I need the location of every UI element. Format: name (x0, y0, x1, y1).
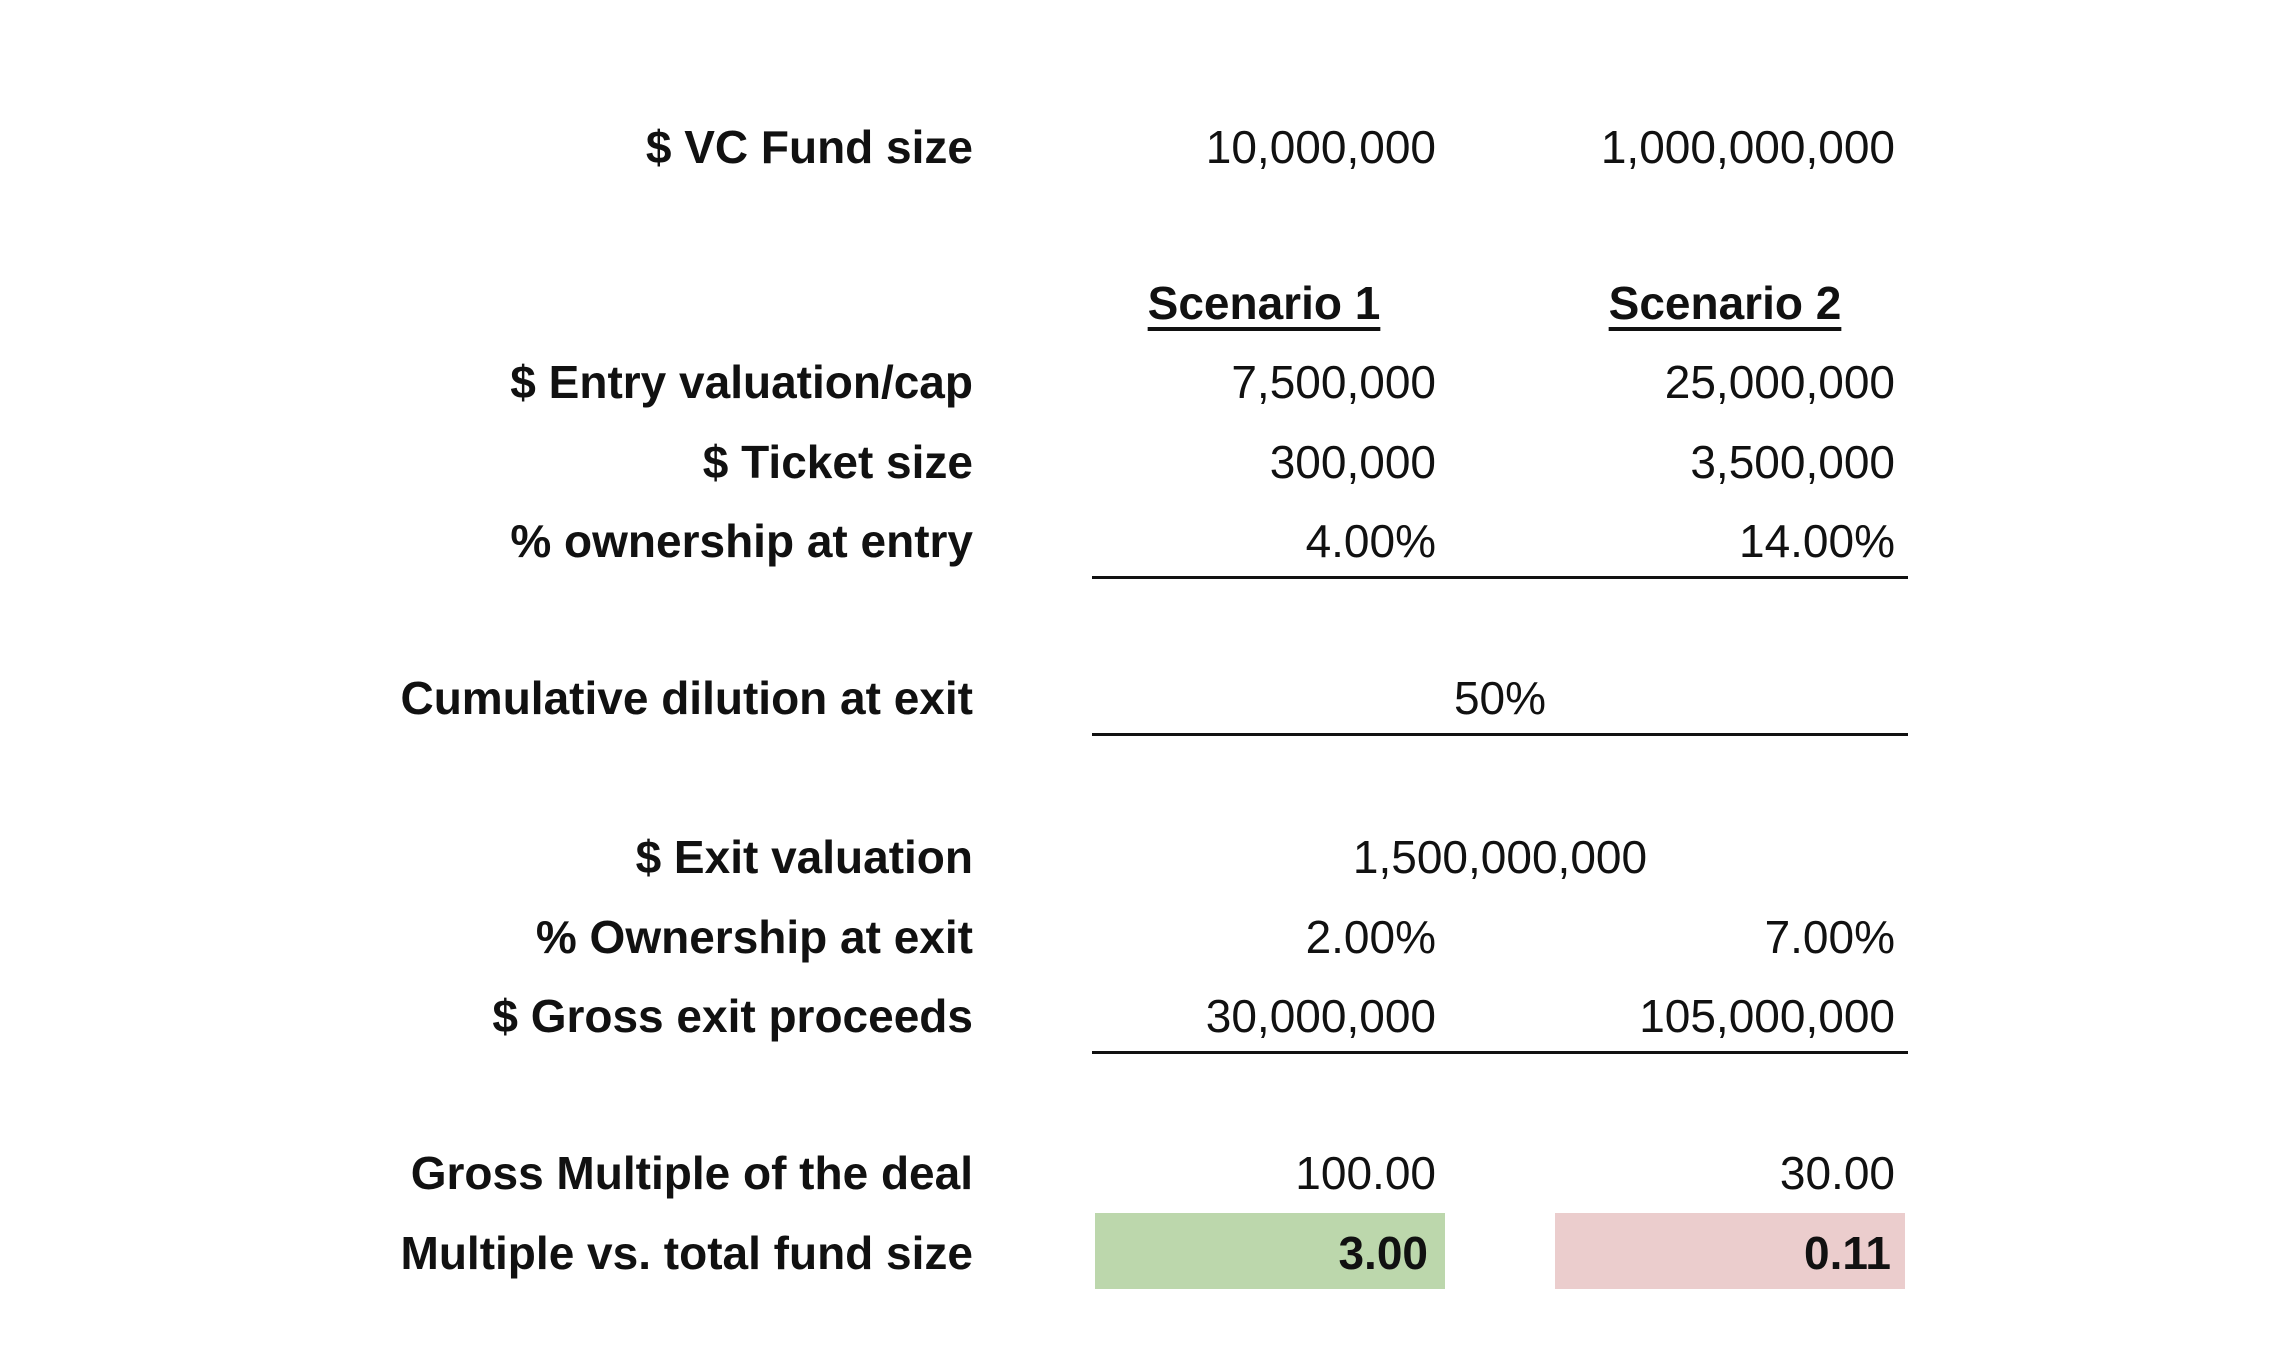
cell: 3,500,000 (1690, 436, 1895, 488)
cell: 0.11 (1804, 1227, 1891, 1279)
row-label: $ VC Fund size (645, 121, 973, 173)
rule (1092, 1051, 1908, 1054)
cell: 30,000,000 (1205, 990, 1436, 1042)
column-header: Scenario 2 (1608, 277, 1842, 329)
row-label: $ Entry valuation/cap (510, 356, 973, 408)
cell: 7,500,000 (1231, 356, 1436, 408)
row-label: Multiple vs. total fund size (400, 1227, 973, 1279)
row-label: $ Gross exit proceeds (492, 990, 973, 1042)
row-label: Cumulative dilution at exit (400, 672, 973, 724)
rule (1092, 733, 1908, 736)
cell: 100.00 (1295, 1147, 1436, 1199)
row-label: $ Exit valuation (635, 831, 973, 883)
column-header: Scenario 1 (1147, 277, 1381, 329)
cell: 1,000,000,000 (1600, 121, 1895, 173)
row-label: $ Ticket size (702, 436, 973, 488)
cell: 2.00% (1305, 911, 1436, 963)
cell: 25,000,000 (1664, 356, 1895, 408)
merged-cell: 1,500,000,000 (1352, 831, 1648, 883)
cell: 300,000 (1269, 436, 1436, 488)
cell: 7.00% (1764, 911, 1895, 963)
highlight-red (1555, 1213, 1905, 1289)
merged-cell: 50% (1453, 672, 1547, 724)
cell: 4.00% (1305, 515, 1436, 567)
cell: 14.00% (1738, 515, 1895, 567)
cell: 10,000,000 (1205, 121, 1436, 173)
highlight-green (1095, 1213, 1445, 1289)
row-label: % ownership at entry (510, 515, 973, 567)
row-label: % Ownership at exit (535, 911, 973, 963)
row-label: Gross Multiple of the deal (410, 1147, 973, 1199)
rule (1092, 576, 1908, 579)
cell: 3.00 (1338, 1227, 1428, 1279)
cell: 105,000,000 (1639, 990, 1895, 1042)
cell: 30.00 (1779, 1147, 1895, 1199)
